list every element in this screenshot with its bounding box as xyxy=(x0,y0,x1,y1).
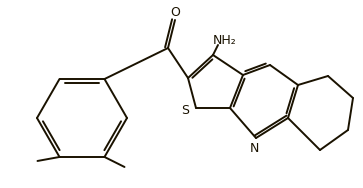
Text: NH₂: NH₂ xyxy=(213,33,237,46)
Text: S: S xyxy=(181,104,189,117)
Text: N: N xyxy=(249,143,259,155)
Text: O: O xyxy=(170,5,180,18)
